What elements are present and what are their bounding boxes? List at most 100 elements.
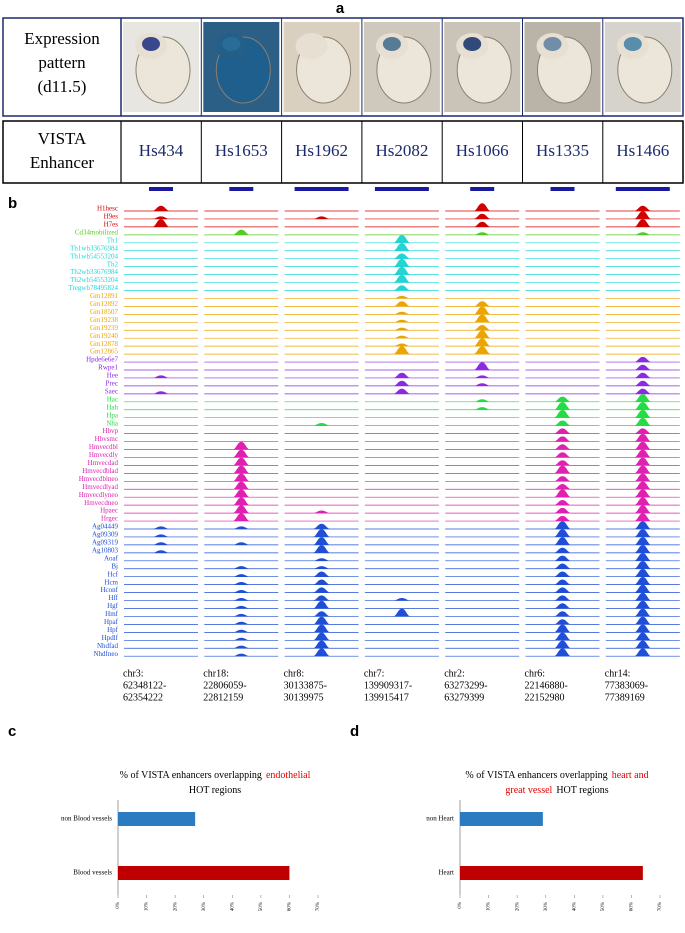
signal-peak [392, 327, 411, 331]
track-name: Rwpe1 [98, 364, 118, 372]
enhancer-name: Hs2082 [375, 141, 428, 160]
signal-peak [553, 624, 572, 633]
signal-peak [553, 563, 572, 569]
signal-peak [312, 632, 331, 641]
signal-peak [553, 420, 572, 426]
track-name: Gm12865 [90, 348, 119, 356]
signal-peak [312, 558, 331, 561]
signal-peak [633, 219, 652, 227]
signal-peak [392, 372, 411, 378]
signal-peak [232, 621, 251, 625]
track-name: Hpdlf [102, 634, 119, 642]
stain [623, 37, 642, 51]
signal-peak [232, 489, 251, 498]
signal-peak [473, 301, 492, 307]
signal-peak [312, 216, 331, 219]
signal-peak [633, 616, 652, 625]
signal-peak [312, 423, 331, 426]
coordinate: 22812159 [203, 692, 243, 703]
signal-peak [633, 529, 652, 537]
track-name: Hmvecdly [89, 451, 119, 459]
track-name: Hpf [107, 626, 119, 634]
track-name: Hpaf [104, 618, 119, 626]
chart-title: % of VISTA enhancers overlapping endothel… [120, 770, 311, 781]
signal-peak [633, 560, 652, 569]
signal-peak [633, 356, 652, 363]
coordinate: chr8: [284, 668, 305, 679]
signal-peak [392, 301, 411, 307]
coordinate: 139909317- [364, 680, 412, 691]
track-name: Th2wb54553204 [70, 276, 118, 284]
track-name: Nhdfad [97, 642, 118, 650]
signal-peak [232, 497, 251, 506]
signal-peak [232, 449, 251, 458]
signal-peak [633, 401, 652, 410]
signal-peak [633, 380, 652, 386]
signal-peak [553, 489, 572, 498]
enhancer-bar [149, 187, 173, 191]
signal-peak [553, 579, 572, 585]
bar [118, 866, 290, 880]
signal-peak [633, 457, 652, 466]
x-tick-label: 70% [316, 902, 321, 911]
signal-peak [633, 473, 652, 482]
stain [463, 37, 482, 51]
signal-peak [152, 534, 170, 537]
signal-peak [312, 523, 331, 529]
x-tick-label: 40% [230, 902, 235, 911]
x-tick-label: 10% [145, 902, 150, 911]
signal-peak [633, 364, 652, 370]
signal-peak [312, 611, 331, 617]
enhancer-name: Hs1066 [456, 141, 509, 160]
signal-peak [152, 542, 170, 545]
signal-peak [633, 632, 652, 641]
track-name: Hgf [107, 602, 119, 610]
signal-peak [553, 396, 572, 402]
signal-peak [152, 205, 170, 211]
stain [382, 37, 401, 51]
track-name: Hac [107, 395, 118, 403]
category-label: non Heart [426, 815, 454, 823]
signal-peak [232, 465, 251, 474]
track-name: Hmvecdlyad [82, 483, 118, 491]
signal-peak [312, 595, 331, 601]
signal-peak [312, 529, 331, 537]
signal-peak [633, 394, 652, 402]
coordinate: 62354222 [123, 692, 163, 703]
coordinate: 77383069- [605, 680, 648, 691]
track-name: Hmf [105, 610, 119, 618]
signal-peak [473, 232, 492, 235]
coordinate: 139915417 [364, 692, 409, 703]
coordinate: chr3: [123, 668, 144, 679]
signal-peak [152, 216, 170, 219]
signal-peak [232, 526, 251, 529]
title-segment: endothelial [266, 770, 311, 781]
bar [460, 866, 643, 880]
track-name: Hmvecdlyneo [79, 491, 119, 499]
category-label: Blood vessels [73, 869, 112, 877]
signal-peak [633, 449, 652, 458]
signal-peak [553, 555, 572, 561]
signal-peak [473, 407, 492, 410]
signal-peak [633, 513, 652, 522]
signal-peak [152, 391, 170, 394]
signal-peak [392, 295, 411, 299]
track-name: Ag09309 [92, 531, 119, 539]
coordinate: 22146880- [525, 680, 568, 691]
track-name: Hah [106, 403, 118, 411]
signal-peak [553, 436, 572, 442]
title-segment: % of VISTA enhancers overlapping [465, 770, 607, 781]
signal-peak [633, 433, 652, 442]
signal-peak [473, 375, 492, 378]
x-tick-label: 50% [601, 902, 606, 911]
title-segment: great vessel [505, 785, 552, 796]
signal-peak [312, 579, 331, 585]
track-name: Gm12878 [90, 340, 119, 348]
signal-peak [633, 640, 652, 649]
track-name: Hpaec [100, 507, 118, 515]
track-name: Th2wb33676984 [70, 268, 118, 276]
signal-peak [633, 608, 652, 617]
track-name: Bj [111, 562, 118, 570]
coordinate: 30133875- [284, 680, 327, 691]
signal-peak [312, 640, 331, 649]
